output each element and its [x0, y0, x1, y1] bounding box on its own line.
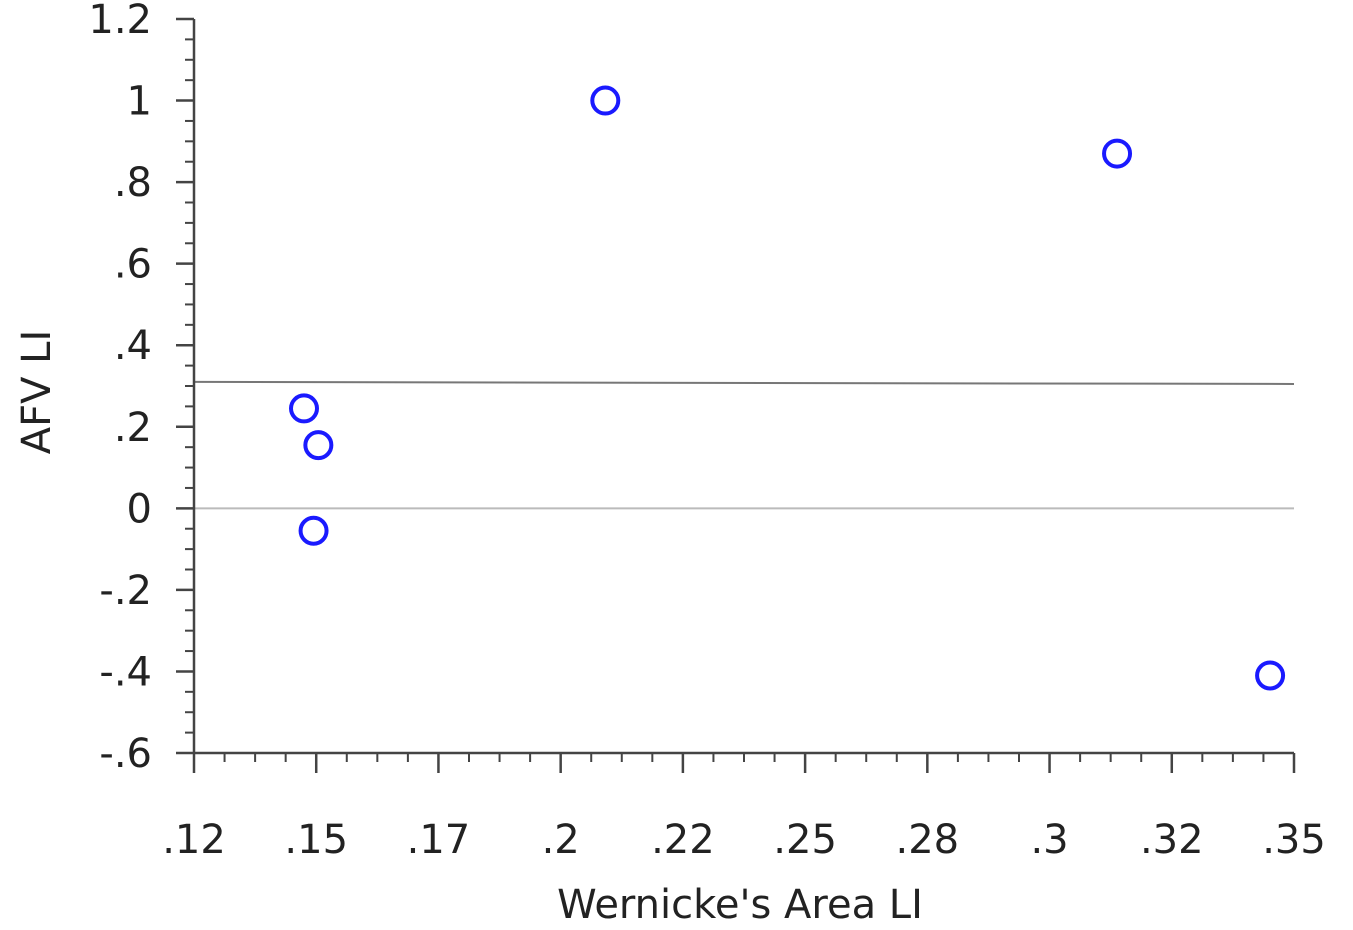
- y-tick-label: .2: [114, 405, 152, 451]
- y-tick-label: .4: [114, 323, 152, 369]
- reference-line-0: [193, 380, 1295, 385]
- y-tick-label: -.6: [99, 731, 152, 777]
- data-point: [1255, 660, 1286, 691]
- x-tick-label: .17: [407, 817, 471, 863]
- x-tick-label: .15: [284, 817, 348, 863]
- y-axis-ticks: 1.2 1 .8 .6 .4 .2 0 -.2 -.4 -.6: [88, 0, 194, 777]
- data-point: [289, 393, 319, 424]
- x-tick-label: .12: [162, 817, 226, 863]
- x-tick-label: .28: [896, 817, 960, 863]
- y-tick-label: 0: [127, 486, 152, 532]
- reference-lines: [193, 380, 1295, 510]
- data-point: [298, 515, 329, 546]
- data-points: [289, 85, 1286, 691]
- x-tick-label: .32: [1140, 817, 1204, 863]
- x-tick-label: .3: [1030, 817, 1068, 863]
- y-tick-label: .8: [114, 160, 152, 206]
- x-axis-ticks: .12 .15 .17 .2 .22 .25 .28 .3 .32 .35: [162, 753, 1326, 863]
- x-tick-label: .2: [542, 817, 580, 863]
- data-point: [1102, 138, 1133, 169]
- data-point: [303, 430, 334, 461]
- x-tick-label: .22: [651, 817, 715, 863]
- y-tick-label: 1: [127, 79, 152, 125]
- data-point: [590, 85, 621, 116]
- axes: [192, 19, 1294, 755]
- y-tick-label: -.2: [99, 568, 152, 614]
- x-axis-title: Wernicke's Area LI: [557, 882, 923, 928]
- y-tick-label: -.4: [99, 649, 152, 695]
- x-tick-label: .35: [1262, 817, 1326, 863]
- y-axis-title: AFV LI: [14, 330, 60, 455]
- x-tick-label: .25: [773, 817, 837, 863]
- y-tick-label: 1.2: [88, 0, 152, 43]
- y-tick-label: .6: [114, 242, 152, 288]
